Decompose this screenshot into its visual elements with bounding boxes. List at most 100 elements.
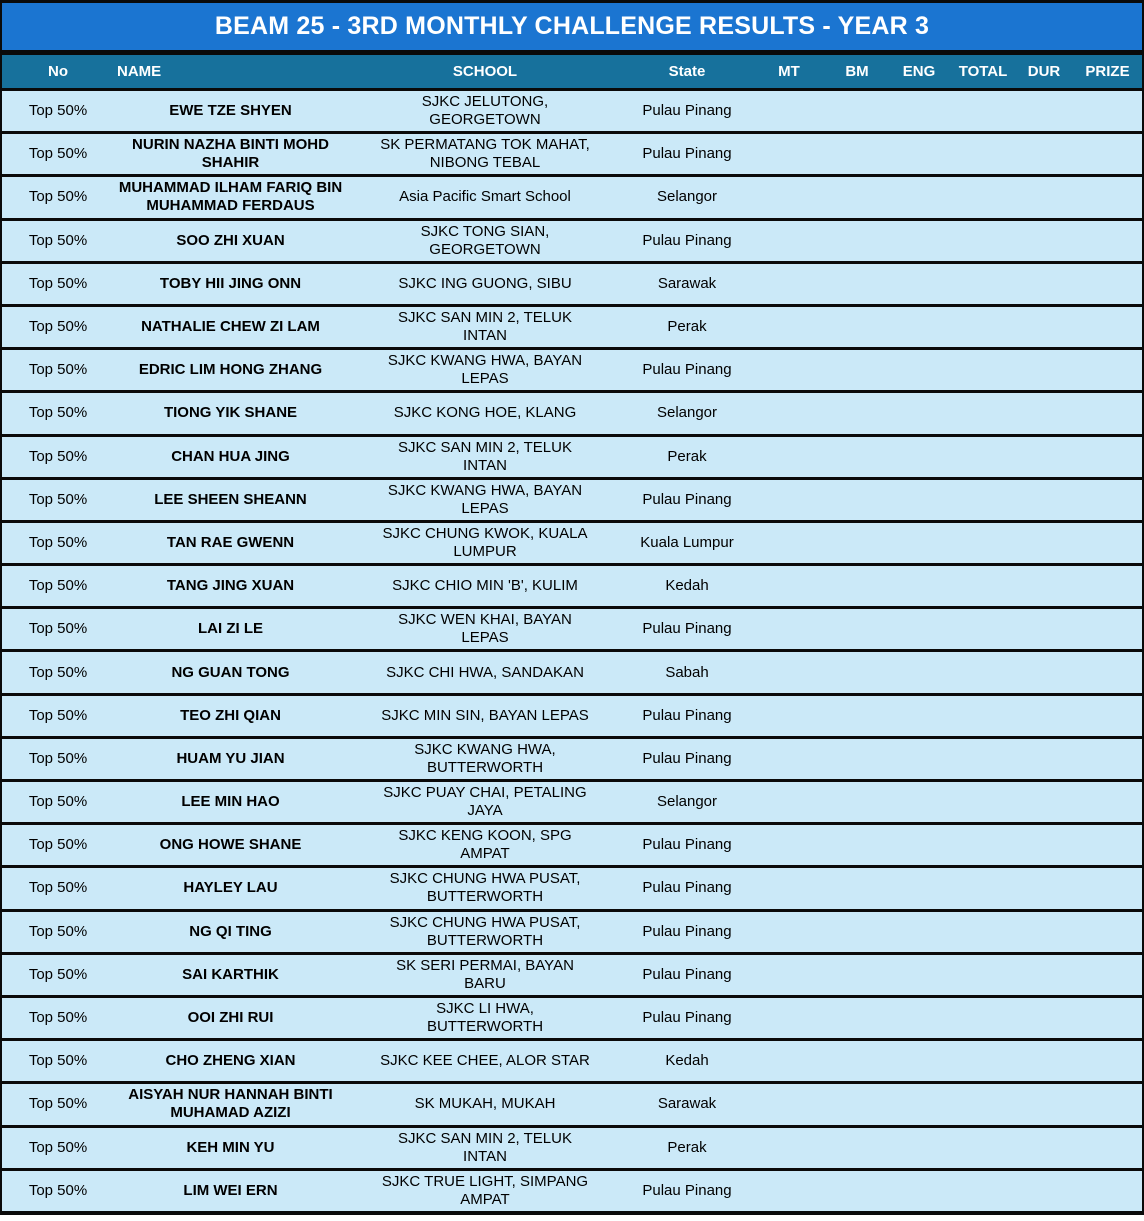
school-cell: SJKC KWANG HWA, BAYAN LEPAS	[387, 481, 583, 517]
school-cell: SK SERI PERMAI, BAYAN BARU	[396, 956, 574, 992]
bm-cell	[827, 652, 887, 692]
dur-cell	[1015, 480, 1073, 520]
rank-cell: Top 50%	[28, 836, 88, 854]
total-cell	[951, 264, 1015, 304]
eng-cell	[887, 825, 951, 865]
prize-cell	[1073, 696, 1142, 736]
school-cell: SJKC SAN MIN 2, TELUK INTAN	[398, 309, 572, 345]
mt-cell	[751, 480, 827, 520]
mt-cell	[751, 696, 827, 736]
total-cell	[951, 523, 1015, 563]
bm-cell	[827, 955, 887, 995]
total-cell	[951, 739, 1015, 779]
mt-cell	[751, 739, 827, 779]
dur-cell	[1015, 609, 1073, 649]
eng-cell	[887, 609, 951, 649]
school-cell: SK PERMATANG TOK MAHAT, NIBONG TEBAL	[380, 136, 590, 172]
prize-cell	[1073, 1084, 1142, 1124]
table-row: Top 50% EDRIC LIM HONG ZHANG SJKC KWANG …	[2, 350, 1142, 394]
mt-cell	[751, 1128, 827, 1168]
mt-cell	[751, 264, 827, 304]
bm-cell	[827, 264, 887, 304]
state-cell: Perak	[667, 447, 707, 465]
table-row: Top 50% NATHALIE CHEW ZI LAM SJKC SAN MI…	[2, 306, 1142, 351]
dur-cell	[1015, 998, 1073, 1038]
table-row: Top 50% CHAN HUA JING SJKC SAN MIN 2, TE…	[2, 436, 1142, 480]
state-cell: Perak	[667, 1138, 707, 1156]
eng-cell	[887, 912, 951, 952]
total-cell	[951, 177, 1015, 217]
mt-cell	[751, 998, 827, 1038]
dur-cell	[1015, 523, 1073, 563]
total-cell	[951, 566, 1015, 606]
eng-cell	[887, 134, 951, 174]
bm-cell	[827, 912, 887, 952]
table-row: Top 50% HUAM YU JIAN SJKC KWANG HWA, BUT…	[2, 738, 1142, 782]
rank-cell: Top 50%	[28, 490, 88, 508]
dur-cell	[1015, 1041, 1073, 1081]
dur-cell	[1015, 437, 1073, 477]
school-cell: SJKC SAN MIN 2, TELUK INTAN	[398, 1129, 572, 1165]
bm-cell	[827, 480, 887, 520]
state-cell: Pulau Pinang	[642, 706, 732, 724]
mt-cell	[751, 221, 827, 261]
total-cell	[951, 955, 1015, 995]
table-row: Top 50% SAI KARTHIK SK SERI PERMAI, BAYA…	[2, 954, 1142, 998]
bm-cell	[827, 91, 887, 131]
rank-cell: Top 50%	[28, 922, 88, 940]
state-cell: Sarawak	[657, 274, 717, 292]
prize-cell	[1073, 955, 1142, 995]
rank-cell: Top 50%	[28, 188, 88, 206]
prize-cell	[1073, 739, 1142, 779]
bm-cell	[827, 177, 887, 217]
prize-cell	[1073, 652, 1142, 692]
rank-cell: Top 50%	[28, 102, 88, 120]
eng-cell	[887, 307, 951, 347]
rank-cell: Top 50%	[28, 1095, 88, 1113]
prize-cell	[1073, 393, 1142, 433]
state-cell: Kuala Lumpur	[640, 533, 734, 551]
dur-cell	[1015, 696, 1073, 736]
column-header-eng: ENG	[902, 63, 936, 80]
prize-cell	[1073, 1128, 1142, 1168]
eng-cell	[887, 177, 951, 217]
school-cell: SJKC WEN KHAI, BAYAN LEPAS	[398, 611, 572, 647]
state-cell: Pulau Pinang	[642, 1181, 732, 1199]
total-cell	[951, 134, 1015, 174]
school-cell: SK MUKAH, MUKAH	[414, 1095, 556, 1113]
eng-cell	[887, 523, 951, 563]
bm-cell	[827, 1128, 887, 1168]
mt-cell	[751, 177, 827, 217]
school-cell: SJKC CHUNG HWA PUSAT, BUTTERWORTH	[389, 913, 581, 949]
table-row: Top 50% ONG HOWE SHANE SJKC KENG KOON, S…	[2, 825, 1142, 869]
total-cell	[951, 350, 1015, 390]
table-row: Top 50% NURIN NAZHA BINTI MOHD SHAHIR SK…	[2, 134, 1142, 178]
state-cell: Perak	[667, 318, 707, 336]
dur-cell	[1015, 1084, 1073, 1124]
dur-cell	[1015, 350, 1073, 390]
total-cell	[951, 868, 1015, 908]
bm-cell	[827, 1084, 887, 1124]
column-header-state: State	[668, 63, 706, 80]
total-cell	[951, 221, 1015, 261]
total-cell	[951, 393, 1015, 433]
mt-cell	[751, 393, 827, 433]
mt-cell	[751, 955, 827, 995]
name-cell: HAYLEY LAU	[183, 879, 278, 897]
bm-cell	[827, 437, 887, 477]
eng-cell	[887, 1041, 951, 1081]
state-cell: Pulau Pinang	[642, 836, 732, 854]
table-row: Top 50% OOI ZHI RUI SJKC LI HWA, BUTTERW…	[2, 997, 1142, 1042]
table-row: Top 50% LEE SHEEN SHEANN SJKC KWANG HWA,…	[2, 479, 1142, 523]
state-cell: Pulau Pinang	[642, 231, 732, 249]
dur-cell	[1015, 134, 1073, 174]
school-cell: SJKC CHIO MIN 'B', KULIM	[392, 577, 578, 595]
bm-cell	[827, 825, 887, 865]
name-cell: MUHAMMAD ILHAM FARIQ BIN MUHAMMAD FERDAU…	[118, 179, 343, 215]
name-cell: NG GUAN TONG	[171, 663, 290, 681]
mt-cell	[751, 523, 827, 563]
school-cell: SJKC TRUE LIGHT, SIMPANG AMPAT	[381, 1172, 589, 1208]
eng-cell	[887, 264, 951, 304]
total-cell	[951, 437, 1015, 477]
